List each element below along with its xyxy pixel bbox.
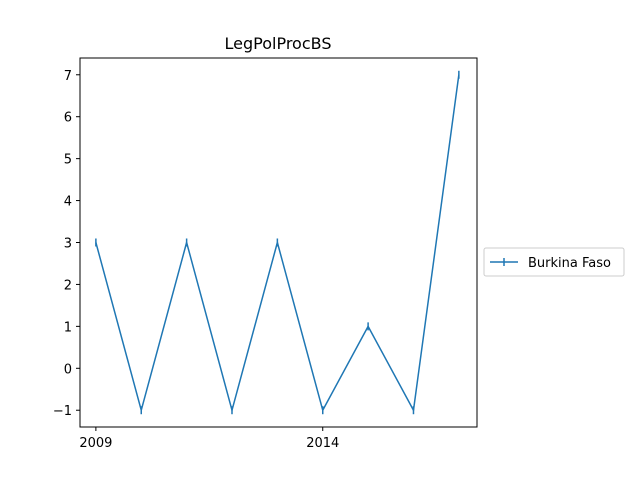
x-tick-label: 2009 bbox=[79, 436, 112, 451]
legend-frame bbox=[483, 247, 625, 277]
y-tick-label: 6 bbox=[64, 111, 72, 126]
axes: −1 0 1 2 3 4 5 6 7 2009 2014 bbox=[53, 57, 478, 451]
chart-title: LegPolProcBS bbox=[225, 34, 332, 53]
legend-label-burkina-faso: Burkina Faso bbox=[528, 256, 611, 271]
series-layer bbox=[95, 70, 460, 415]
y-tick-label: 3 bbox=[64, 237, 72, 252]
y-tick-label: 2 bbox=[64, 278, 72, 293]
y-tick-label: 4 bbox=[64, 195, 72, 210]
y-tick-label: 1 bbox=[64, 320, 72, 335]
y-tick-label: 5 bbox=[64, 153, 72, 168]
y-tick-label: 7 bbox=[64, 69, 72, 84]
legend: Burkina Faso bbox=[483, 247, 625, 277]
y-tick-label: 0 bbox=[64, 362, 72, 377]
x-tick-label: 2014 bbox=[306, 436, 339, 451]
y-tick-label: −1 bbox=[53, 404, 72, 419]
